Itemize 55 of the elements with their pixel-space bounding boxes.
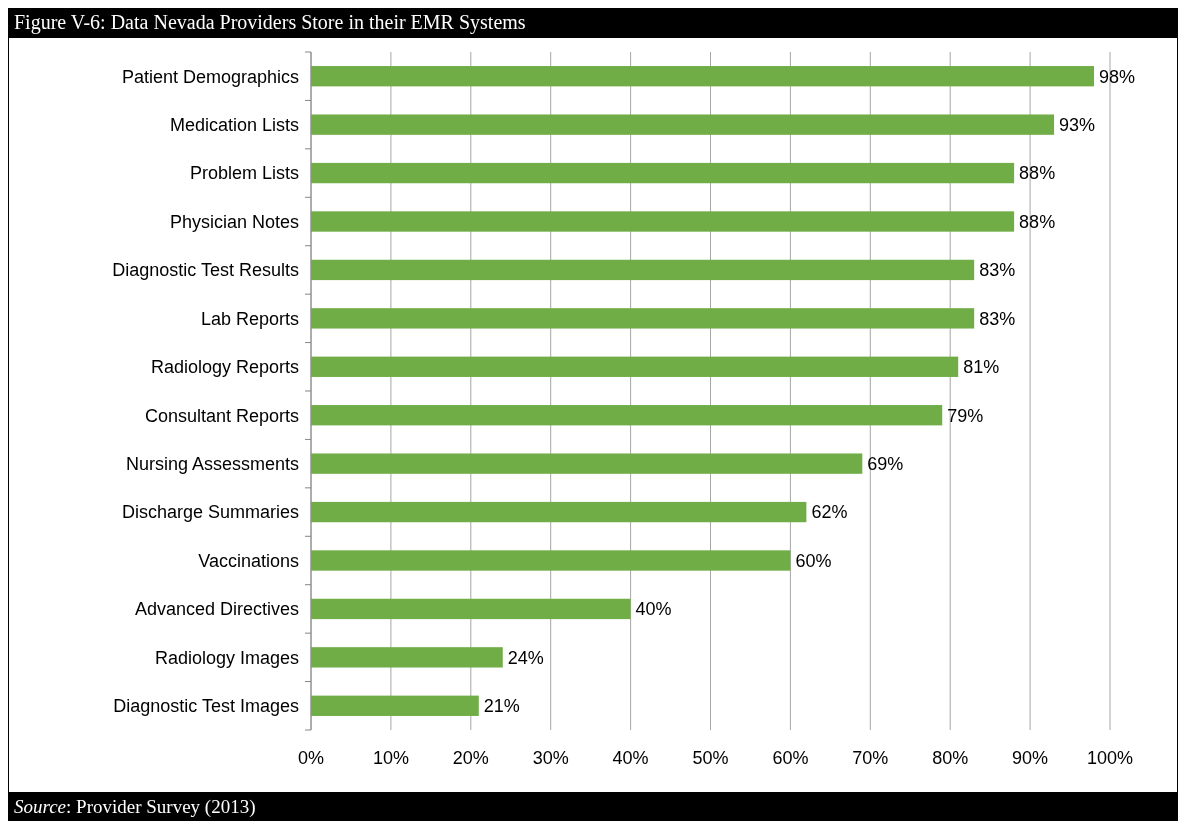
- data-label: 69%: [867, 453, 904, 474]
- bar: [311, 550, 791, 571]
- x-tick-label: 80%: [932, 748, 969, 769]
- y-tick-label: Nursing Assessments: [125, 453, 299, 474]
- data-label: 40%: [635, 599, 672, 620]
- bar: [311, 114, 1055, 135]
- y-tick-label: Advanced Directives: [134, 599, 299, 620]
- data-label: 83%: [979, 260, 1016, 281]
- bar: [311, 405, 943, 426]
- bar: [311, 259, 975, 281]
- data-label: 79%: [947, 405, 984, 426]
- bar: [311, 695, 479, 716]
- data-label: 83%: [979, 308, 1016, 329]
- y-tick-label: Medication Lists: [169, 114, 299, 135]
- y-tick-label: Consultant Reports: [144, 405, 299, 426]
- bar: [311, 211, 1015, 232]
- bar: [311, 308, 975, 329]
- y-tick-label: Lab Reports: [200, 308, 299, 329]
- x-tick-label: 50%: [692, 748, 729, 769]
- y-tick-label: Discharge Summaries: [121, 502, 299, 523]
- bar: [311, 598, 631, 620]
- data-label: 60%: [795, 550, 832, 571]
- bar: [311, 356, 959, 377]
- data-label: 88%: [1019, 211, 1056, 232]
- data-label: 98%: [1099, 66, 1136, 87]
- x-tick-label: 100%: [1086, 748, 1134, 769]
- y-tick-label: Vaccinations: [198, 550, 299, 571]
- source-note: Source: Provider Survey (2013): [14, 796, 256, 818]
- y-tick-label: Physician Notes: [169, 211, 299, 232]
- data-label: 81%: [963, 357, 1000, 378]
- chart-title: Figure V-6: Data Nevada Providers Store in their EMR Systems: [14, 11, 526, 34]
- data-label: 21%: [483, 696, 520, 717]
- bar: [311, 647, 503, 668]
- bar: [311, 501, 807, 523]
- y-tick-label: Diagnostic Test Results: [112, 260, 299, 281]
- x-tick-label: 30%: [532, 748, 569, 769]
- data-label: 93%: [1059, 114, 1096, 135]
- y-tick-label: Diagnostic Test Images: [113, 696, 299, 717]
- y-tick-label: Problem Lists: [189, 163, 299, 184]
- y-tick-label: Radiology Reports: [150, 357, 299, 378]
- bar: [311, 162, 1015, 184]
- x-tick-label: 0%: [297, 748, 325, 769]
- bar: [311, 66, 1095, 87]
- x-tick-label: 90%: [1012, 748, 1049, 769]
- x-tick-label: 40%: [612, 748, 649, 769]
- data-label: 88%: [1019, 163, 1056, 184]
- x-tick-label: 70%: [852, 748, 889, 769]
- bar: [311, 453, 863, 474]
- data-label: 24%: [507, 647, 544, 668]
- x-tick-label: 10%: [372, 748, 409, 769]
- x-tick-label: 20%: [452, 748, 489, 769]
- data-label: 62%: [811, 502, 848, 523]
- y-tick-label: Patient Demographics: [121, 66, 299, 87]
- y-tick-label: Radiology Images: [154, 647, 299, 668]
- x-tick-label: 60%: [772, 748, 809, 769]
